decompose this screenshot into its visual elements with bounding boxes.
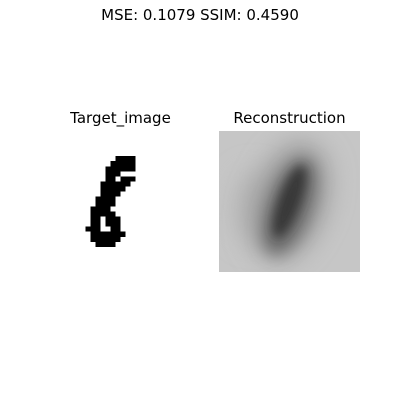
digit-pixel-run (90, 236, 121, 242)
reconstruction-core-stroke (272, 165, 307, 238)
reconstruction-title: Reconstruction (233, 109, 346, 127)
digit-pixel-run (120, 176, 136, 182)
digit-pixel-run (90, 231, 126, 237)
digit-pixel-run (95, 196, 116, 202)
target-image-panel (50, 131, 191, 272)
digit-pixel-run (110, 161, 136, 167)
digit-pixel-run (90, 216, 101, 222)
digit-pixel-run (100, 211, 116, 217)
digit-pixel-run (100, 181, 131, 187)
digit-pixel-run (105, 216, 121, 222)
target-image-title: Target_image (70, 109, 171, 127)
reconstruction-image (219, 131, 360, 272)
digit-pixel-run (100, 186, 126, 192)
digit-pixel-run (110, 226, 121, 232)
digit-pixel-run (90, 221, 101, 227)
digit-pixel-run (105, 221, 121, 227)
digit-pixel-run (95, 241, 116, 247)
digit-pixel-run (105, 171, 121, 177)
target-digit-image (85, 156, 136, 247)
digit-pixel-run (90, 206, 111, 212)
digit-pixel-run (85, 226, 101, 232)
digit-pixel-run (100, 191, 121, 197)
reconstruction-panel (219, 131, 360, 272)
metrics-title: MSE: 0.1079 SSIM: 0.4590 (101, 6, 299, 24)
digit-pixel-run (90, 211, 101, 217)
digit-pixel-run (105, 176, 116, 182)
digit-pixel-run (95, 201, 116, 207)
digit-pixel-run (115, 156, 136, 162)
digit-pixel-run (105, 166, 136, 172)
